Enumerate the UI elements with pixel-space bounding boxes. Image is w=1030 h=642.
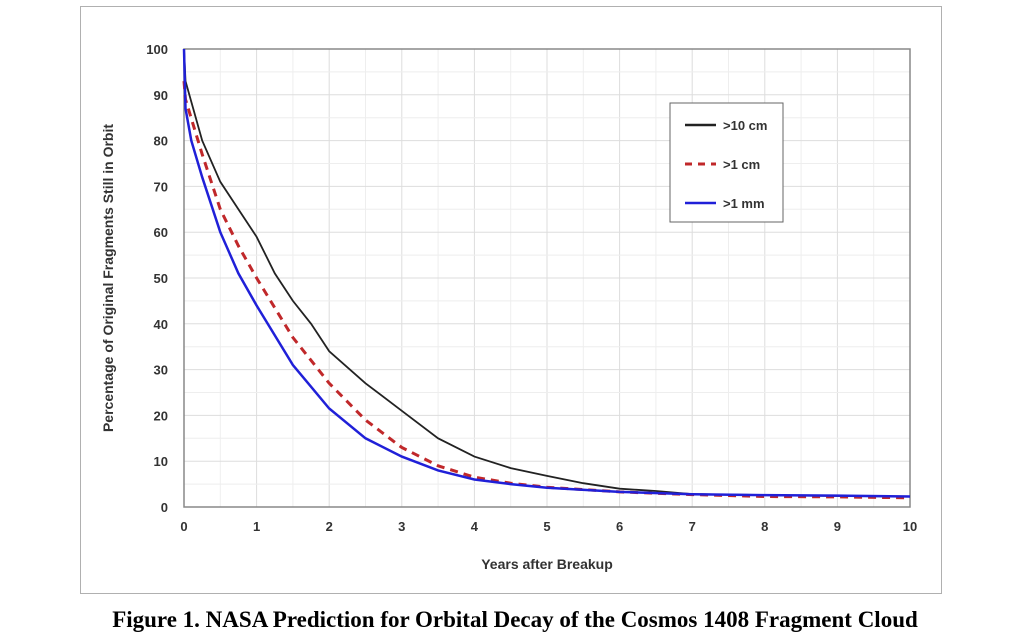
x-tick-label: 5 [543,519,550,534]
y-tick-label: 90 [154,88,168,103]
y-tick-label: 80 [154,134,168,149]
x-tick-label: 2 [326,519,333,534]
x-tick-label: 10 [903,519,917,534]
y-tick-label: 100 [146,42,168,57]
y-tick-label: 60 [154,225,168,240]
series-line-2 [182,48,911,498]
x-tick-label: 8 [761,519,768,534]
y-axis-label: Percentage of Original Fragments Still i… [100,124,116,432]
legend-label: >1 cm [723,157,760,172]
x-axis-label: Years after Breakup [481,556,613,572]
y-tick-label: 70 [154,179,168,194]
chart-frame [80,6,942,594]
y-tick-label: 30 [154,363,168,378]
legend-label: >1 mm [723,196,765,211]
x-tick-label: 4 [471,519,479,534]
legend-label: >10 cm [723,118,767,133]
x-tick-label: 6 [616,519,623,534]
x-tick-label: 7 [689,519,696,534]
legend: >10 cm >1 cm >1 mm [669,102,784,223]
y-tick-label: 50 [154,271,168,286]
y-tick-label: 0 [161,500,168,515]
plot-area-border [183,48,911,508]
x-tick-label: 1 [253,519,260,534]
y-tick-label: 40 [154,317,168,332]
series-line-0 [183,48,911,498]
y-tick-label: 10 [154,454,168,469]
x-tick-label: 3 [398,519,405,534]
figure-caption: Figure 1. NASA Prediction for Orbital De… [112,607,918,632]
grid [183,48,911,508]
y-tick-label: 20 [154,408,168,423]
x-tick-label: 0 [180,519,187,534]
x-tick-label: 9 [834,519,841,534]
